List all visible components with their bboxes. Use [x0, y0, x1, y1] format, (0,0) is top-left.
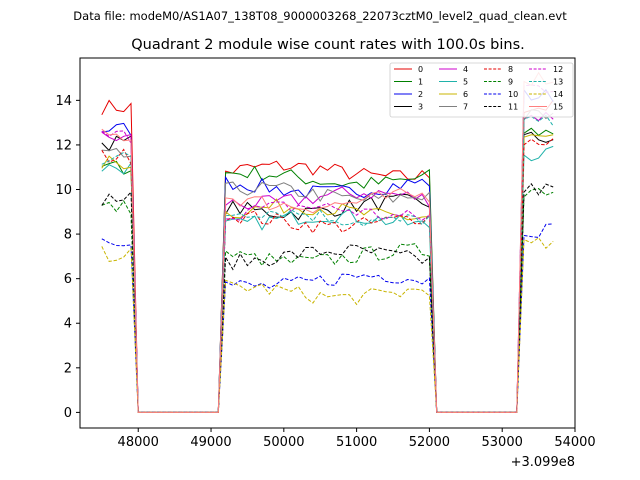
y-tick-label: 12: [55, 138, 72, 153]
plot-frame: [79, 57, 576, 429]
x-tick-label: 54000: [554, 435, 595, 450]
legend-label-13: 13: [553, 78, 563, 87]
plot-area: [79, 57, 576, 429]
legend-label-1: 1: [418, 78, 423, 87]
legend-label-12: 12: [553, 65, 563, 74]
legend-label-9: 9: [508, 78, 513, 87]
legend-label-3: 3: [418, 103, 423, 112]
series-line-13: [101, 114, 554, 413]
figure-suptitle: Data file: modeM0/AS1A07_138T08_90000032…: [73, 9, 567, 23]
x-tick-label: 53000: [482, 435, 523, 450]
legend-label-8: 8: [508, 65, 513, 74]
chart-title: Quadrant 2 module wise count rates with …: [131, 37, 525, 53]
legend-label-2: 2: [418, 90, 423, 99]
y-tick-label: 6: [64, 272, 72, 287]
legend-label-14: 14: [553, 90, 563, 99]
x-tick-label: 48000: [118, 435, 159, 450]
y-tick-label: 4: [64, 317, 72, 332]
legend-label-5: 5: [463, 78, 468, 87]
legend-label-4: 4: [463, 65, 468, 74]
series-layer: [101, 71, 554, 413]
y-tick-label: 2: [64, 361, 72, 376]
legend-label-7: 7: [463, 103, 468, 112]
legend-label-15: 15: [553, 103, 563, 112]
y-tick-label: 10: [55, 183, 72, 198]
plot-background: [80, 58, 575, 428]
y-tick-label: 14: [55, 94, 72, 109]
legend-label-0: 0: [418, 65, 423, 74]
series-line-15: [101, 71, 554, 413]
legend-frame: [389, 62, 574, 118]
legend-label-6: 6: [463, 90, 468, 99]
legend-label-10: 10: [508, 90, 518, 99]
x-tick-label: 51000: [336, 435, 377, 450]
x-tick-label: 50000: [263, 435, 304, 450]
x-axis-offset-label: +3.099e8: [511, 455, 575, 470]
x-tick-label: 49000: [190, 435, 231, 450]
y-axis: 0 2 4 6 8 10 12 14: [55, 94, 80, 421]
x-axis: 48000 49000 50000 51000 52000 53000 54000: [118, 428, 596, 450]
legend-label-11: 11: [508, 103, 518, 112]
y-tick-label: 8: [64, 228, 72, 243]
x-tick-label: 52000: [409, 435, 450, 450]
y-tick-label: 0: [64, 406, 72, 421]
